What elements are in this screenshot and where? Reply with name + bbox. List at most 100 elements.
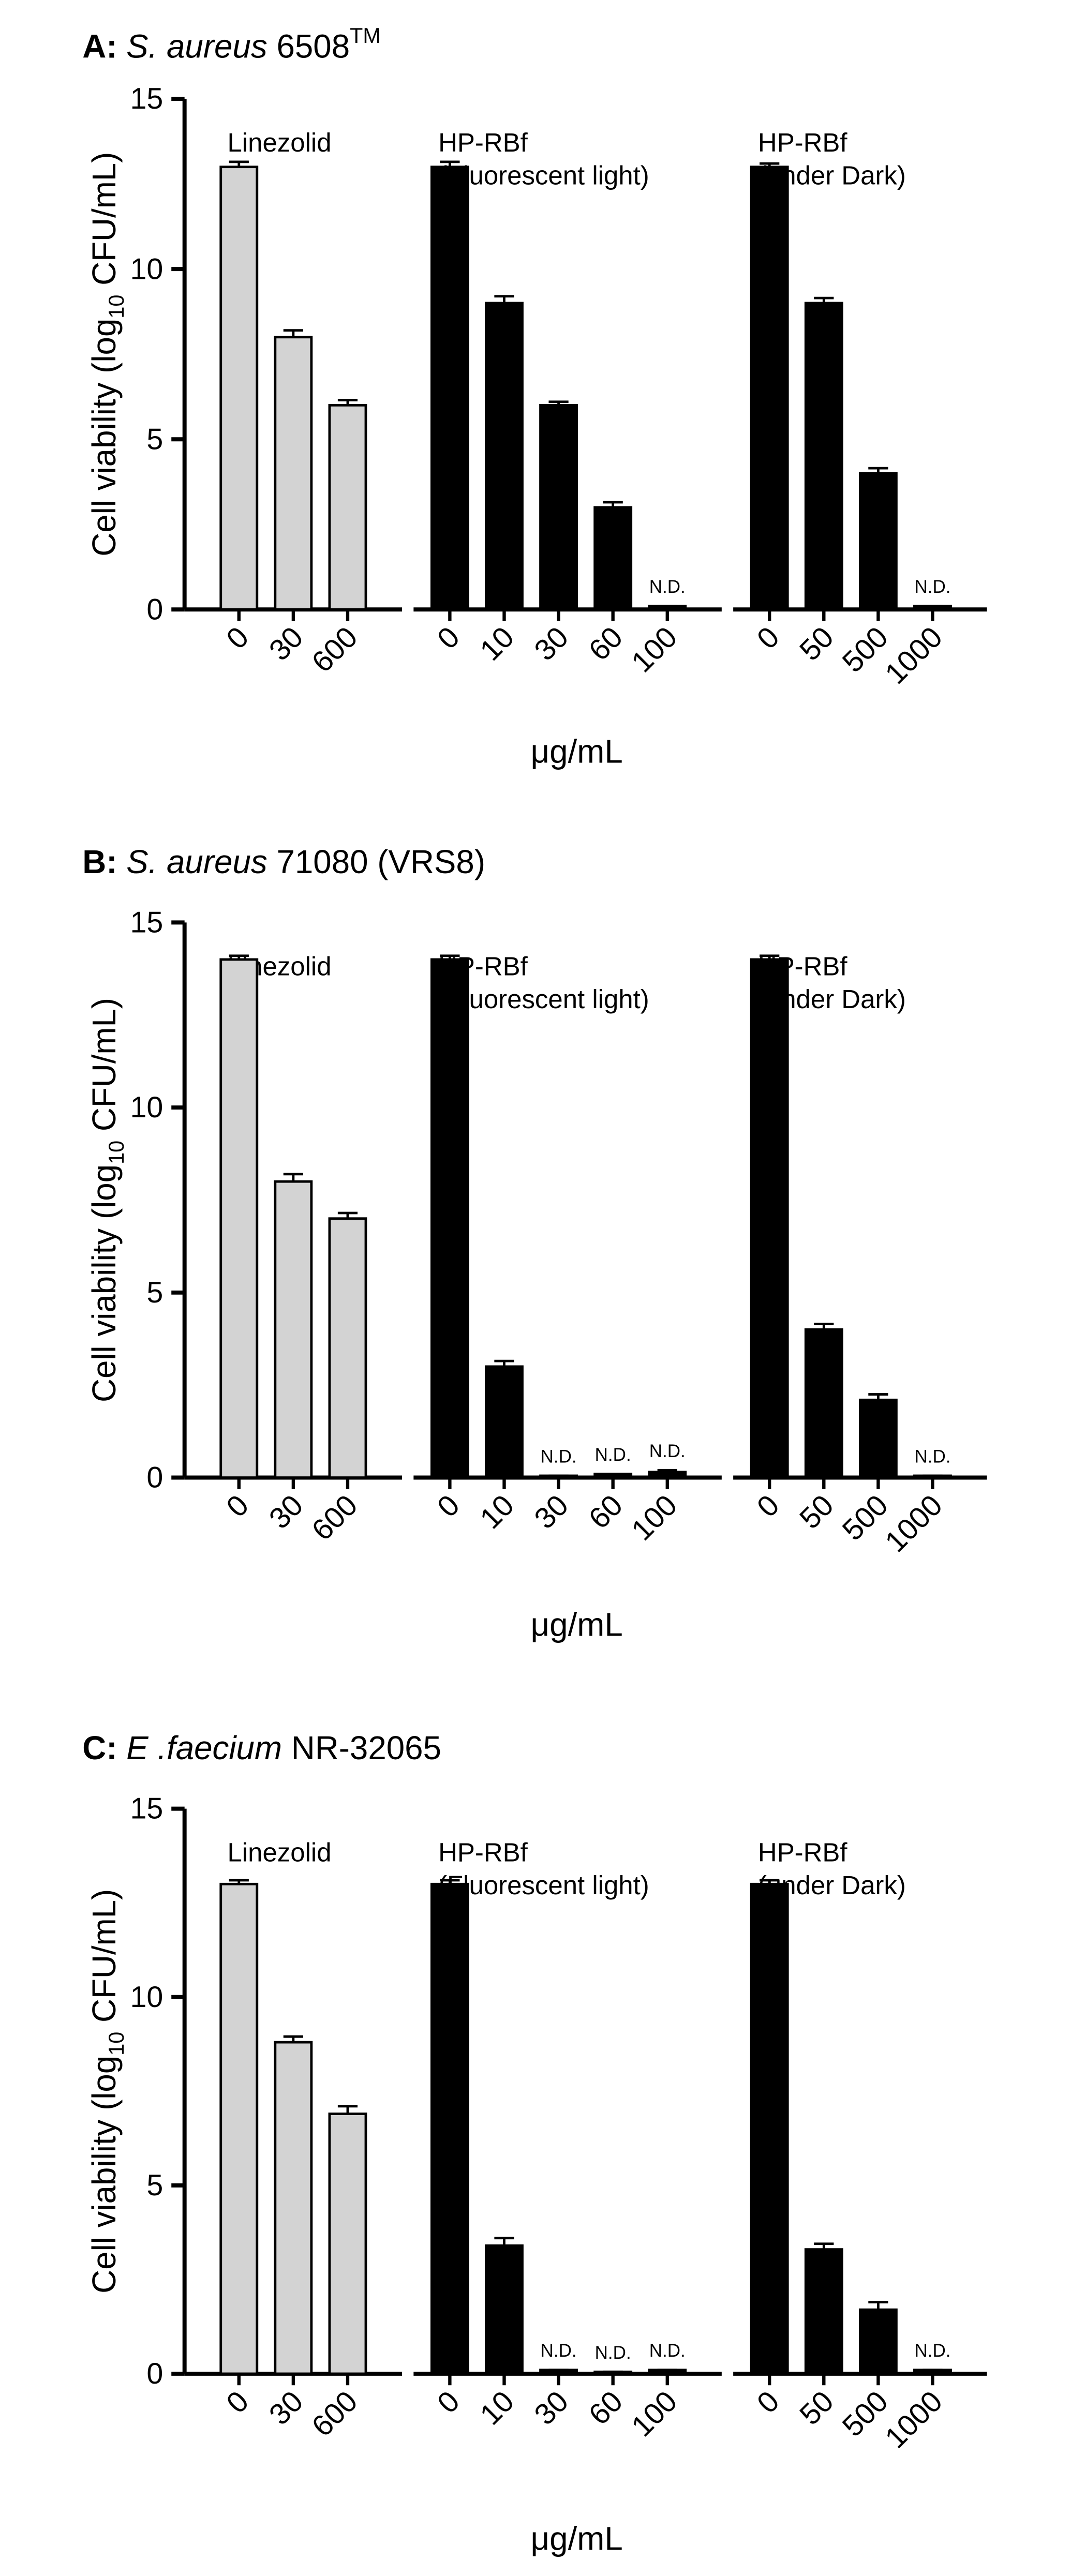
x-tick-label: 100 <box>625 2385 683 2443</box>
bar <box>219 1882 259 2375</box>
bar <box>328 2113 367 2375</box>
bar <box>593 506 633 611</box>
group-label: Linezolid <box>227 1838 331 1867</box>
group-label: (Fluorescent light) <box>438 1870 649 1900</box>
x-tick-label: 60 <box>583 621 629 667</box>
y-tick-label: 15 <box>130 1792 163 1825</box>
x-tick-label: 30 <box>263 621 309 667</box>
x-axis-label: μg/mL <box>530 2521 622 2557</box>
bar <box>430 1882 469 2375</box>
error-bar <box>337 1211 358 1219</box>
error-bar <box>760 1879 780 1884</box>
x-tick-label: 0 <box>220 1489 255 1524</box>
x-tick-label: 600 <box>306 1489 364 1547</box>
panel-title: A: S. aureus 6508TM <box>82 24 381 65</box>
error-bar <box>337 2105 358 2114</box>
x-tick-label: 30 <box>528 1489 575 1535</box>
panel-title: B: S. aureus 71080 (VRS8) <box>82 844 485 880</box>
bar <box>804 2248 843 2375</box>
x-tick-label: 0 <box>431 1489 466 1524</box>
y-label-sub: 10 <box>105 295 128 319</box>
y-tick-label: 0 <box>146 2357 163 2390</box>
error-bar <box>494 1359 514 1367</box>
error-bar <box>440 954 460 960</box>
y-tick-label: 0 <box>146 1461 163 1494</box>
bar <box>274 2041 313 2375</box>
panel-title: C: E .faecium NR-32065 <box>82 1730 441 1766</box>
y-label-sub: 10 <box>105 2032 128 2056</box>
value-label: N.D. <box>595 1445 631 1465</box>
organism: E .faecium <box>126 1730 282 1766</box>
x-tick-label: 0 <box>751 621 786 656</box>
bar <box>858 1398 898 1479</box>
x-axis-label: μg/mL <box>530 733 622 770</box>
y-tick-label: 15 <box>130 906 163 939</box>
x-tick-label: 0 <box>431 2385 466 2420</box>
value-label: N.D. <box>914 2341 950 2361</box>
error-bar <box>494 295 514 303</box>
value-label: N.D. <box>649 2341 686 2361</box>
y-label-text: CFU/mL) <box>86 1889 123 2032</box>
x-tick-label: 30 <box>263 2385 309 2431</box>
bar <box>430 166 469 611</box>
x-tick-label: 50 <box>793 1489 840 1535</box>
organism: S. aureus <box>126 844 267 880</box>
value-label: N.D. <box>914 1446 950 1466</box>
strain: NR-32065 <box>291 1730 441 1766</box>
x-tick-label: 10 <box>474 621 520 667</box>
error-bar <box>814 296 834 303</box>
x-tick-label: 30 <box>528 2385 575 2431</box>
error-bar <box>440 160 460 167</box>
error-bar <box>657 1469 677 1472</box>
y-axis-label: Cell viability (log10 CFU/mL) <box>86 1889 128 2294</box>
bar <box>539 404 578 611</box>
group-label: (Fluorescent light) <box>438 984 649 1014</box>
y-axis-label: Cell viability (log10 CFU/mL) <box>86 152 128 557</box>
error-bar <box>440 1879 460 1884</box>
error-bar <box>760 954 780 960</box>
bar <box>750 958 789 1479</box>
error-bar <box>229 954 249 960</box>
group-label: HP-RBf <box>758 128 847 157</box>
group-label: HP-RBf <box>758 1838 847 1867</box>
y-axis-label: Cell viability (log10 CFU/mL) <box>86 998 128 1402</box>
bar <box>858 2308 898 2375</box>
bar <box>219 166 259 611</box>
strain: 71080 (VRS8) <box>276 844 485 880</box>
x-tick-label: 0 <box>751 1489 786 1524</box>
error-bar <box>548 400 569 406</box>
y-tick-label: 5 <box>146 2169 163 2202</box>
error-bar <box>229 160 249 167</box>
x-tick-label: 10 <box>474 1489 520 1535</box>
error-bar <box>868 1393 888 1400</box>
error-bar <box>494 2237 514 2246</box>
error-bar <box>814 1323 834 1330</box>
error-bar <box>283 1173 303 1182</box>
panel-letter: A: <box>82 28 117 65</box>
x-tick-label: 600 <box>306 2385 364 2443</box>
bar <box>328 404 367 611</box>
x-tick-label: 0 <box>220 621 255 656</box>
value-label: N.D. <box>541 1446 577 1466</box>
x-tick-label: 10 <box>474 2385 520 2431</box>
error-bar <box>337 399 358 406</box>
bar <box>804 1328 843 1479</box>
value-label: N.D. <box>914 577 950 597</box>
x-tick-label: 60 <box>583 1489 629 1535</box>
bar <box>219 958 259 1479</box>
y-tick-label: 5 <box>146 423 163 456</box>
x-tick-label: 600 <box>306 621 364 679</box>
x-tick-label: 1000 <box>879 2385 949 2454</box>
bar <box>430 958 469 1479</box>
x-tick-label: 0 <box>431 621 466 656</box>
bar <box>274 1180 313 1479</box>
x-tick-label: 100 <box>625 621 683 679</box>
error-bar <box>760 162 780 167</box>
panel-letter: C: <box>82 1730 117 1766</box>
panel-letter: B: <box>82 844 117 880</box>
bar <box>804 302 843 611</box>
group-label: Linezolid <box>227 128 331 157</box>
value-label: N.D. <box>649 577 686 597</box>
